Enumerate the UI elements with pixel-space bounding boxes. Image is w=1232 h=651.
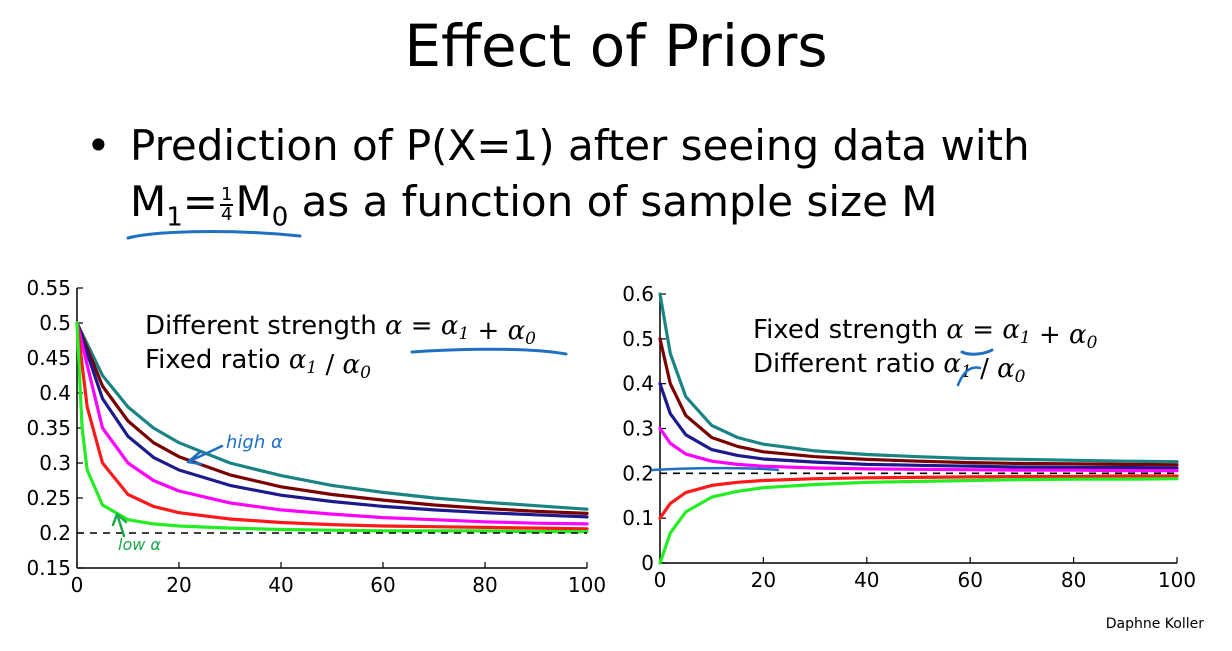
- y-tick-label: 0: [641, 551, 654, 575]
- chart-fixed-strength: 0 0.1 0.2 0.3 0.4 0.5 0.6 0 20 40 60 80 100 Fixed str…: [622, 282, 1196, 592]
- y-tick-label: 0.25: [26, 486, 71, 510]
- bullet-point: •: [86, 121, 111, 170]
- y-tick-label: 0.2: [622, 461, 654, 485]
- x-tick-label: 20: [751, 568, 776, 592]
- y-tick-label: 0.4: [39, 381, 71, 405]
- x-tick-label: 40: [268, 573, 293, 597]
- series-line-5: [658, 474, 1179, 520]
- y-tick-label: 0.5: [622, 327, 654, 351]
- x-tick-label: 60: [957, 568, 982, 592]
- x-tick-label: 60: [370, 573, 395, 597]
- series-line-5: [75, 321, 589, 531]
- x-tick-label: 80: [1061, 568, 1086, 592]
- series-line-3: [75, 321, 589, 519]
- bullet-text-line1: Prediction of P(X=1) after seeing data w…: [130, 121, 1030, 170]
- x-tick-label: 100: [568, 573, 606, 597]
- chart-annotation-line-1: Fixed strength α = α1 + α0: [753, 315, 1098, 353]
- y-tick-label: 0.3: [39, 451, 71, 475]
- formula-m0: M0: [235, 177, 289, 233]
- y-tick-label: 0.1: [622, 506, 654, 530]
- x-tick-label: 80: [472, 573, 497, 597]
- series-line-1: [658, 292, 1179, 464]
- y-tick-label: 0.35: [26, 416, 71, 440]
- y-tick-label: 0.6: [622, 282, 654, 306]
- series-line-2: [658, 337, 1179, 467]
- chart-annotation-line-2: Different ratio α1 / α0: [753, 349, 1026, 387]
- bullet-text-line2: M1= 1 4 M0 as a function of sample size M: [130, 177, 938, 233]
- y-tick-label: 0.3: [622, 417, 654, 441]
- series-line-3: [658, 382, 1179, 470]
- x-tick-label: 20: [166, 573, 191, 597]
- x-tick-label: 0: [654, 568, 667, 592]
- x-tick-label: 100: [1158, 568, 1196, 592]
- y-tick-label: 0.2: [39, 521, 71, 545]
- series-line-4: [658, 426, 1179, 473]
- chart-annotation-line-1: Different strength α = α1 + α0: [145, 311, 536, 349]
- chart-different-strength: 0.15 0.2 0.25 0.3 0.35 0.4 0.45 0.5 0.55 0 20 40 60 8…: [26, 276, 606, 597]
- series-line-6: [658, 477, 1179, 565]
- credit-text: Daphne Koller: [1105, 616, 1204, 632]
- series-line-4: [75, 321, 589, 526]
- formula-m1: M1: [130, 177, 183, 233]
- x-tick-label: 0: [71, 573, 84, 597]
- chart-annotation-line-2: Fixed ratio α1 / α0: [145, 345, 371, 383]
- y-tick-label: 0.5: [39, 311, 71, 335]
- slide-title: Effect of Priors: [404, 12, 828, 80]
- bullet-text-line2-rest: as a function of sample size M: [301, 177, 938, 226]
- y-tick-label: 0.4: [622, 372, 654, 396]
- series-line-2: [75, 321, 589, 515]
- x-tick-label: 40: [854, 568, 879, 592]
- y-tick-label: 0.15: [26, 556, 71, 580]
- series-line-1: [75, 321, 589, 511]
- y-tick-label: 0.55: [26, 276, 71, 300]
- y-tick-label: 0.45: [26, 346, 71, 370]
- series-line-6: [75, 321, 589, 534]
